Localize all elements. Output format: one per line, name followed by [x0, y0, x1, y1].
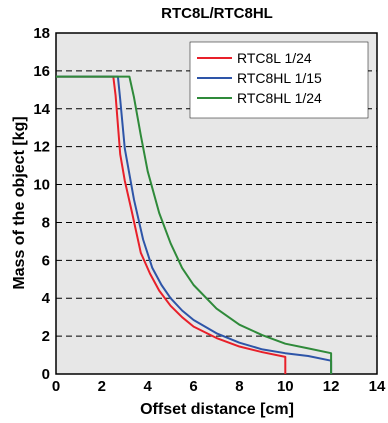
y-tick-label: 16 — [33, 63, 50, 80]
series-line-3 — [56, 75, 333, 374]
series-line-1 — [56, 75, 287, 374]
x-tick-label: 10 — [277, 378, 294, 395]
x-tick-label: 2 — [98, 378, 106, 395]
legend-label-1: RTC8L 1/24 — [237, 50, 312, 66]
x-tick-label: 8 — [235, 378, 243, 395]
y-tick-label: 18 — [33, 25, 50, 42]
legend-label-2: RTC8HL 1/15 — [237, 70, 322, 86]
x-tick-label: 14 — [369, 378, 386, 395]
x-axis-title: Offset distance [cm] — [140, 401, 294, 418]
y-axis-title: Mass of the object [kg] — [11, 116, 28, 289]
y-tick-label: 2 — [42, 328, 50, 345]
y-tick-label: 10 — [33, 177, 50, 194]
y-tick-label: 6 — [42, 252, 50, 269]
legend-label-3: RTC8HL 1/24 — [237, 90, 322, 106]
x-tick-label: 6 — [189, 378, 197, 395]
y-tick-label: 0 — [42, 366, 50, 383]
y-tick-label: 8 — [42, 214, 50, 231]
legend-box — [189, 41, 369, 119]
x-tick-label: 0 — [52, 378, 60, 395]
y-tick-label: 12 — [33, 139, 50, 156]
series-layer — [56, 75, 333, 374]
legend: RTC8L 1/24 RTC8HL 1/15 RTC8HL 1/24 — [189, 41, 369, 119]
y-tick-label: 14 — [33, 101, 50, 118]
series-line-2 — [56, 75, 333, 374]
x-tick-label: 4 — [144, 378, 153, 395]
chart-title: RTC8L/RTC8HL — [161, 5, 273, 22]
tick-labels: 0 2 4 6 8 10 12 14 0 2 4 6 8 10 12 14 16 18 — [33, 25, 386, 395]
x-tick-label: 12 — [323, 378, 340, 395]
y-tick-label: 4 — [42, 290, 51, 307]
